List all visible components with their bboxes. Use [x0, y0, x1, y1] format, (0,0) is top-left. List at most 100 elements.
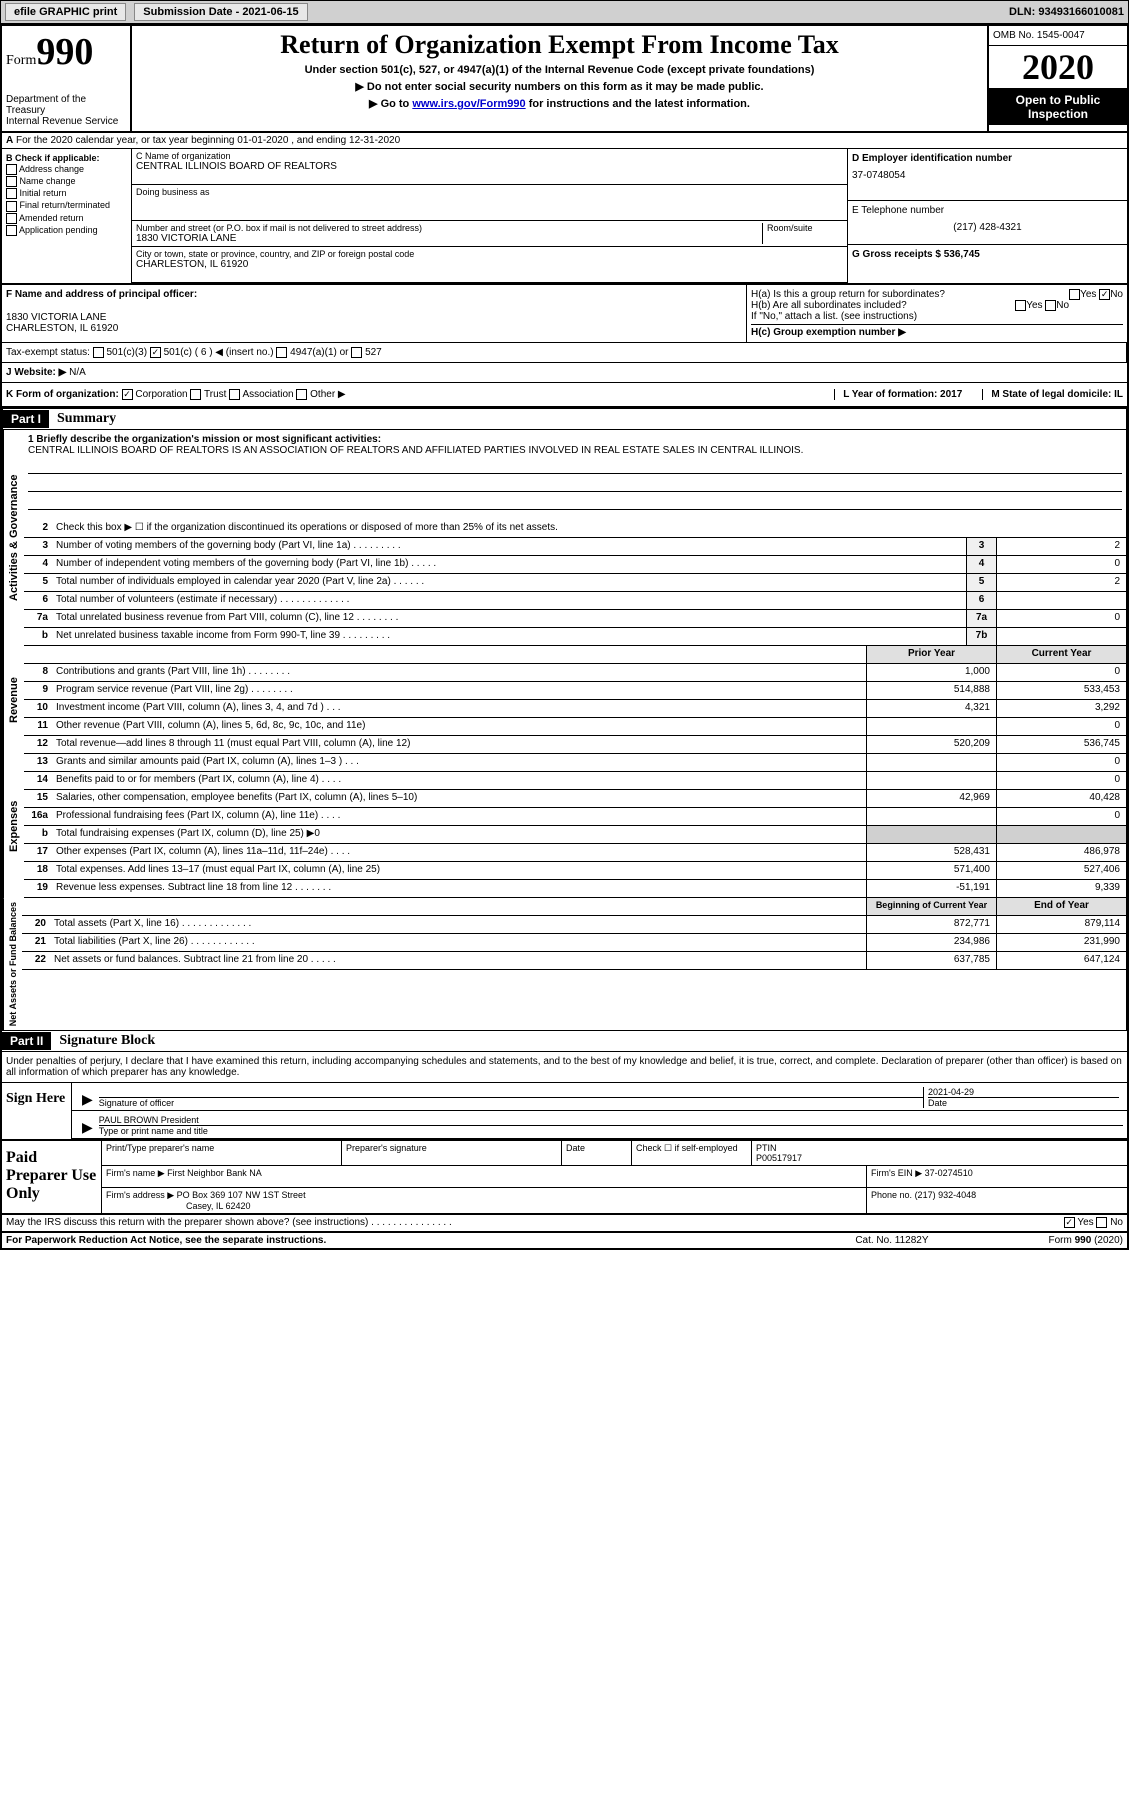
subtitle: Under section 501(c), 527, or 4947(a)(1)… [136, 64, 983, 76]
l7b-text: Net unrelated business taxable income fr… [52, 628, 966, 645]
l10-curr: 3,292 [996, 700, 1126, 717]
sign-here-label: Sign Here [2, 1083, 72, 1139]
row-i-j: Tax-exempt status: 501(c)(3) 501(c) ( 6 … [2, 343, 1127, 363]
part1-title: Summary [49, 409, 124, 429]
efile-label: efile GRAPHIC print [5, 3, 126, 21]
l18-curr: 527,406 [996, 862, 1126, 879]
signature-section: Sign Here ▶ Signature of officer 2021-04… [2, 1083, 1127, 1141]
part2-header: Part II [2, 1032, 51, 1050]
l22-num: 22 [22, 952, 50, 969]
opt-527[interactable]: 527 [365, 347, 382, 358]
top-bar: efile GRAPHIC print Submission Date - 20… [0, 0, 1129, 24]
opt-final-return[interactable]: Final return/terminated [6, 200, 127, 211]
l13-curr: 0 [996, 754, 1126, 771]
city-state-zip: CHARLESTON, IL 61920 [136, 259, 843, 270]
l12-text: Total revenue—add lines 8 through 11 (mu… [52, 736, 866, 753]
website-value: N/A [69, 367, 86, 378]
website-label: J Website: ▶ [6, 367, 66, 378]
check-applicable-label: B Check if applicable: [6, 153, 100, 163]
paid-preparer-label: Paid Preparer Use Only [2, 1141, 102, 1213]
firm-phone-label: Phone no. [871, 1190, 912, 1200]
l3-box: 3 [966, 538, 996, 555]
l16a-text: Professional fundraising fees (Part IX, … [52, 808, 866, 825]
opt-other[interactable]: Other ▶ [310, 389, 345, 400]
l12-num: 12 [24, 736, 52, 753]
opt-4947[interactable]: 4947(a)(1) or [290, 347, 348, 358]
l13-text: Grants and similar amounts paid (Part IX… [52, 754, 866, 771]
section-b: B Check if applicable: Address change Na… [2, 149, 132, 283]
netassets-label: Net Assets or Fund Balances [3, 898, 22, 1030]
l17-prior: 528,431 [866, 844, 996, 861]
hb-yes[interactable]: Yes [1026, 300, 1042, 311]
l5-text: Total number of individuals employed in … [52, 574, 966, 591]
l22-text: Net assets or fund balances. Subtract li… [50, 952, 866, 969]
l19-num: 19 [24, 880, 52, 897]
discuss-yes[interactable]: Yes [1077, 1218, 1093, 1229]
paperwork-notice: For Paperwork Reduction Act Notice, see … [6, 1235, 855, 1246]
l15-prior: 42,969 [866, 790, 996, 807]
row-k-l-m: K Form of organization: Corporation Trus… [2, 383, 1127, 408]
l4-val: 0 [996, 556, 1126, 573]
sig-date-value: 2021-04-29 [928, 1087, 1119, 1097]
prep-sig-label: Preparer's signature [342, 1141, 562, 1165]
l7a-box: 7a [966, 610, 996, 627]
row-f-h: F Name and address of principal officer:… [2, 285, 1127, 343]
year-formation: L Year of formation: 2017 [843, 389, 962, 400]
governance-label: Activities & Governance [3, 430, 24, 646]
org-name-label: C Name of organization [136, 151, 843, 161]
ha-no[interactable]: No [1110, 289, 1123, 300]
opt-amended[interactable]: Amended return [6, 213, 127, 224]
tax-year-range: For the 2020 calendar year, or tax year … [16, 135, 400, 146]
l10-text: Investment income (Part VIII, column (A)… [52, 700, 866, 717]
l20-num: 20 [22, 916, 50, 933]
line2-text: Check this box ▶ ☐ if the organization d… [52, 520, 1126, 537]
l16b-text: Total fundraising expenses (Part IX, col… [52, 826, 866, 843]
public-inspection: Open to Public Inspection [989, 89, 1127, 125]
hb-note: If "No," attach a list. (see instruction… [751, 311, 1123, 322]
entity-info-grid: B Check if applicable: Address change Na… [2, 149, 1127, 285]
section-c: C Name of organization CENTRAL ILLINOIS … [132, 149, 847, 283]
l20-prior: 872,771 [866, 916, 996, 933]
part1-header: Part I [3, 410, 49, 428]
opt-pending[interactable]: Application pending [6, 225, 127, 236]
irs-link[interactable]: www.irs.gov/Form990 [412, 98, 525, 110]
l5-num: 5 [24, 574, 52, 591]
opt-trust[interactable]: Trust [204, 389, 226, 400]
l8-text: Contributions and grants (Part VIII, lin… [52, 664, 866, 681]
section-f: F Name and address of principal officer:… [2, 285, 747, 342]
discuss-no[interactable]: No [1110, 1218, 1123, 1229]
opt-501c[interactable]: 501(c) ( 6 ) ◀ (insert no.) [164, 347, 274, 358]
l16b-num: b [24, 826, 52, 843]
l9-text: Program service revenue (Part VIII, line… [52, 682, 866, 699]
l4-box: 4 [966, 556, 996, 573]
l18-num: 18 [24, 862, 52, 879]
opt-name-change[interactable]: Name change [6, 176, 127, 187]
section-h: H(a) Is this a group return for subordin… [747, 285, 1127, 342]
firm-ein-label: Firm's EIN ▶ [871, 1168, 922, 1178]
opt-address-change[interactable]: Address change [6, 164, 127, 175]
revenue-section: Revenue Prior YearCurrent Year 8Contribu… [3, 646, 1126, 754]
l14-prior [866, 772, 996, 789]
instr-ssn: ▶ Do not enter social security numbers o… [136, 80, 983, 93]
form-number: 990 [36, 31, 93, 73]
l4-text: Number of independent voting members of … [52, 556, 966, 573]
l9-prior: 514,888 [866, 682, 996, 699]
expenses-label: Expenses [3, 754, 24, 898]
discuss-text: May the IRS discuss this return with the… [6, 1217, 1064, 1228]
firm-addr1: PO Box 369 107 NW 1ST Street [177, 1190, 306, 1200]
instr-link: ▶ Go to www.irs.gov/Form990 for instruct… [136, 97, 983, 110]
ha-yes[interactable]: Yes [1080, 289, 1096, 300]
l21-num: 21 [22, 934, 50, 951]
phone-value: (217) 428-4321 [852, 222, 1123, 233]
l15-curr: 40,428 [996, 790, 1126, 807]
hb-no[interactable]: No [1056, 300, 1069, 311]
opt-501c3[interactable]: 501(c)(3) [106, 347, 147, 358]
line1-label: 1 Briefly describe the organization's mi… [28, 434, 381, 445]
opt-initial-return[interactable]: Initial return [6, 188, 127, 199]
org-form-label: K Form of organization: [6, 389, 119, 400]
firm-name-label: Firm's name ▶ [106, 1168, 165, 1178]
opt-corp[interactable]: Corporation [135, 389, 187, 400]
opt-assoc[interactable]: Association [242, 389, 293, 400]
l19-prior: -51,191 [866, 880, 996, 897]
l5-box: 5 [966, 574, 996, 591]
